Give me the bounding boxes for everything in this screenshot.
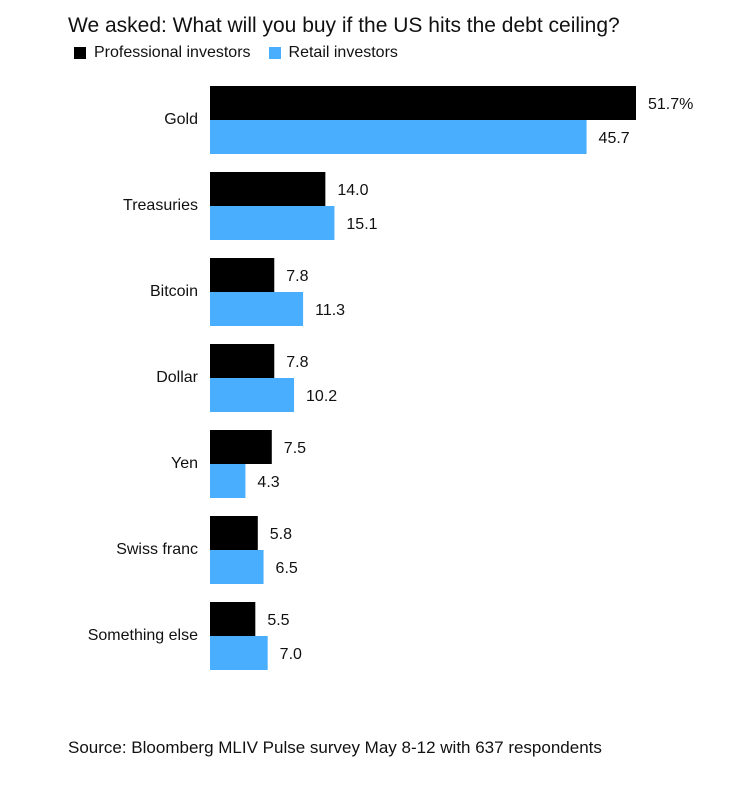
bar-retail-yen <box>210 464 246 498</box>
legend: Professional investors Retail investors <box>74 44 416 62</box>
category-label-yen: Yen <box>171 455 198 472</box>
bar-professional-swiss-franc <box>210 516 258 550</box>
legend-item-professional: Professional investors <box>74 44 251 62</box>
data-label-professional-treasuries: 14.0 <box>337 182 368 199</box>
bar-retail-gold <box>210 120 587 154</box>
bar-retail-swiss-franc <box>210 550 264 584</box>
data-label-retail-gold: 45.7 <box>599 130 630 147</box>
data-label-professional-gold: 51.7% <box>648 96 693 113</box>
legend-label-professional: Professional investors <box>94 44 251 61</box>
source-note: Source: Bloomberg MLIV Pulse survey May … <box>68 738 602 757</box>
bar-retail-treasuries <box>210 206 335 240</box>
bar-professional-yen <box>210 430 272 464</box>
data-label-retail-swiss-franc: 6.5 <box>276 560 298 577</box>
data-label-retail-bitcoin: 11.3 <box>315 302 345 319</box>
legend-item-retail: Retail investors <box>268 44 398 62</box>
bar-professional-something-else <box>210 602 256 636</box>
category-label-treasuries: Treasuries <box>123 197 198 214</box>
category-label-swiss-franc: Swiss franc <box>116 541 198 558</box>
data-label-professional-bitcoin: 7.8 <box>286 268 308 285</box>
bar-professional-dollar <box>210 344 275 378</box>
category-label-bitcoin: Bitcoin <box>150 283 198 300</box>
data-label-retail-treasuries: 15.1 <box>346 216 377 233</box>
data-label-retail-yen: 4.3 <box>257 474 279 491</box>
category-label-dollar: Dollar <box>156 369 198 386</box>
data-label-retail-dollar: 10.2 <box>306 388 337 405</box>
legend-swatch-retail <box>268 47 281 59</box>
legend-swatch-professional <box>74 47 86 59</box>
legend-label-retail: Retail investors <box>288 44 398 61</box>
category-label-something-else: Something else <box>88 627 198 644</box>
bar-retail-bitcoin <box>210 292 304 326</box>
bar-retail-dollar <box>210 378 295 412</box>
bar-professional-treasuries <box>210 172 326 206</box>
bar-professional-bitcoin <box>210 258 275 292</box>
category-label-gold: Gold <box>164 111 198 128</box>
bar-chart: Gold 51.7% 45.7 Treasuries 14.0 15.1 Bitcoin 7.… <box>88 86 693 670</box>
bar-retail-something-else <box>210 636 268 670</box>
bar-professional-gold <box>210 86 636 120</box>
data-label-professional-swiss-franc: 5.8 <box>270 526 292 543</box>
data-label-professional-yen: 7.5 <box>284 440 306 457</box>
data-label-professional-something-else: 5.5 <box>267 612 289 629</box>
data-label-professional-dollar: 7.8 <box>286 354 308 371</box>
data-label-retail-something-else: 7.0 <box>280 646 302 663</box>
chart-title: We asked: What will you buy if the US hi… <box>68 14 620 37</box>
